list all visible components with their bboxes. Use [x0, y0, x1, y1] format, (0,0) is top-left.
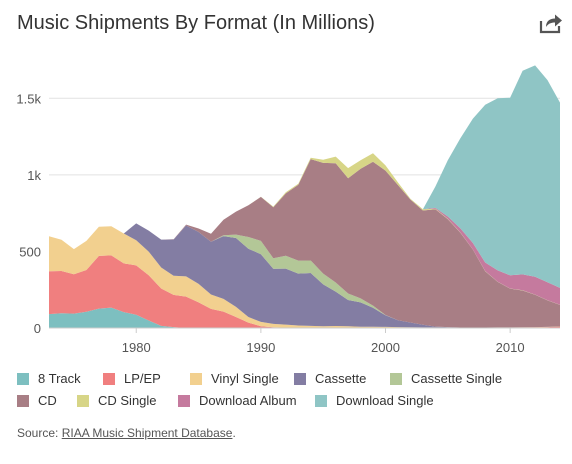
x-tick-label: 1990 — [246, 340, 275, 355]
source-suffix: . — [232, 426, 236, 440]
legend-swatch — [315, 394, 327, 407]
legend-item-cassette-single[interactable]: Cassette Single — [390, 371, 502, 386]
area-vinyl-single[interactable] — [49, 226, 560, 328]
legend-label: 8 Track — [38, 371, 81, 386]
legend-item-vinyl-single[interactable]: Vinyl Single — [190, 371, 279, 386]
legend-item-cd[interactable]: CD — [17, 393, 57, 408]
share-arrow-icon — [539, 14, 562, 34]
x-tick-label: 1980 — [122, 340, 151, 355]
legend-item-cd-single[interactable]: CD Single — [77, 393, 157, 408]
legend-label: Download Single — [336, 393, 434, 408]
legend-label: CD Single — [98, 393, 157, 408]
y-tick-label: 1k — [27, 168, 41, 183]
legend-item-8-track[interactable]: 8 Track — [17, 371, 81, 386]
area-download-single[interactable] — [49, 65, 560, 288]
legend-label: LP/EP — [124, 371, 161, 386]
legend-item-download-single[interactable]: Download Single — [315, 393, 434, 408]
area-download-album[interactable] — [49, 153, 560, 305]
legend-item-download-album[interactable]: Download Album — [178, 393, 297, 408]
legend-label: Download Album — [199, 393, 297, 408]
axes: 0 500 1k 1.5k 1980 1990 2000 2010 — [16, 91, 560, 355]
y-tick-label: 1.5k — [16, 91, 41, 106]
share-button[interactable] — [538, 12, 564, 34]
area-chart: 0 500 1k 1.5k 1980 1990 2000 2010 — [16, 65, 560, 355]
area-cd[interactable] — [49, 159, 560, 328]
legend-label: Cassette — [315, 371, 367, 386]
legend-label: CD — [38, 393, 57, 408]
legend-swatch — [77, 394, 89, 407]
legend-swatch — [190, 372, 202, 385]
legend-swatch — [390, 372, 402, 385]
legend-label: Vinyl Single — [211, 371, 279, 386]
source-prefix: Source: — [17, 426, 62, 440]
y-tick-label: 500 — [19, 244, 41, 259]
y-tick-label: 0 — [34, 321, 41, 336]
legend-item-lp-ep[interactable]: LP/EP — [103, 371, 161, 386]
legend-swatch — [178, 394, 190, 407]
stacked-areas — [49, 65, 560, 328]
area-lp-ep[interactable] — [49, 255, 560, 328]
source-link[interactable]: RIAA Music Shipment Database — [61, 426, 233, 440]
legend-swatch — [294, 372, 306, 385]
legend-swatch — [17, 372, 29, 385]
source-note: Source: RIAA Music Shipment Database. — [17, 426, 236, 440]
legend-swatch — [17, 394, 29, 407]
legend-label: Cassette Single — [411, 371, 503, 386]
legend-item-cassette[interactable]: Cassette — [294, 371, 366, 386]
chart-title: Music Shipments By Format (In Millions) — [17, 12, 375, 34]
area-cassette[interactable] — [49, 223, 560, 328]
x-tick-label: 2010 — [496, 340, 525, 355]
area-8-track[interactable] — [49, 307, 560, 328]
x-tick-label: 2000 — [371, 340, 400, 355]
legend-swatch — [103, 372, 115, 385]
